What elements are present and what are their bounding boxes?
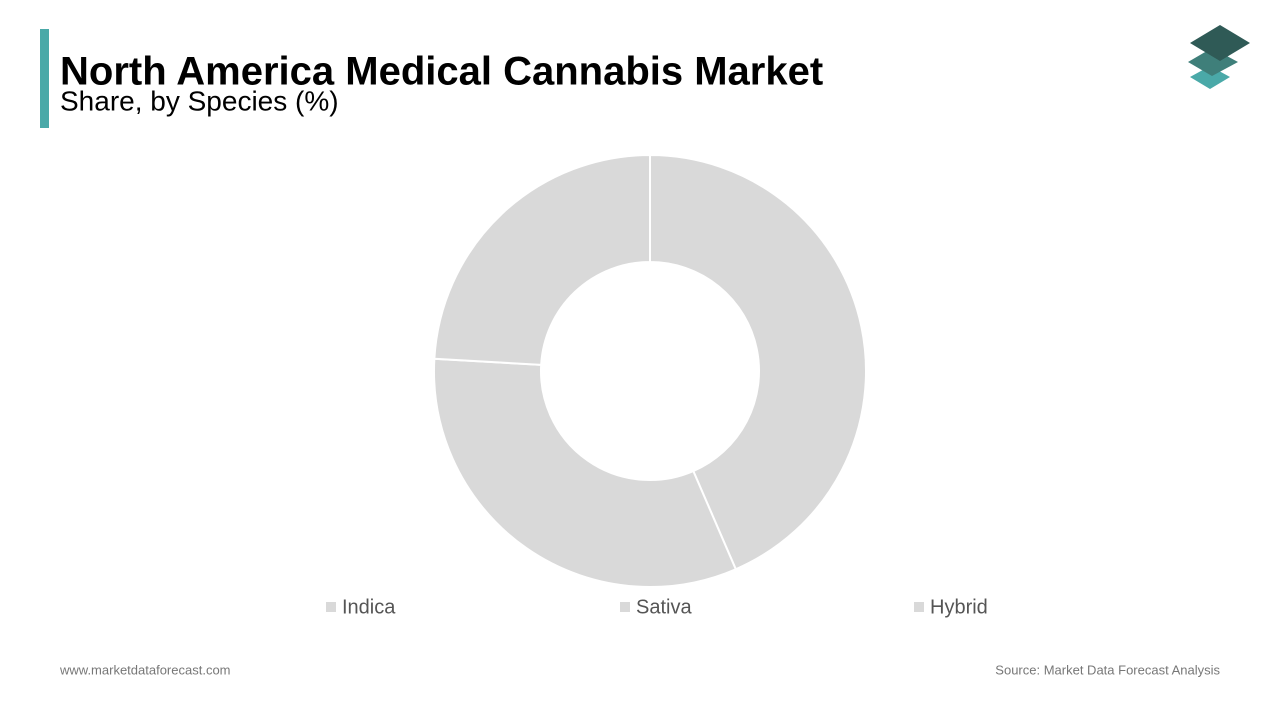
- legend-swatch: [620, 602, 630, 612]
- footer-url: www.marketdataforecast.com: [59, 662, 231, 677]
- donut-segment: [649, 153, 867, 571]
- accent-bar: [40, 29, 49, 128]
- chart-title: North America Medical Cannabis Market: [60, 50, 823, 94]
- legend-swatch: [326, 602, 336, 612]
- legend-label: Indica: [342, 596, 396, 618]
- logo: [1188, 25, 1250, 89]
- legend-label: Hybrid: [930, 596, 988, 618]
- donut-segment: [433, 357, 738, 588]
- footer-source: Source: Market Data Forecast Analysis: [995, 662, 1220, 677]
- chart-subtitle: Share, by Species (%): [60, 85, 339, 116]
- legend-label: Sativa: [636, 596, 692, 618]
- legend-swatch: [914, 602, 924, 612]
- donut-segment: [433, 153, 651, 366]
